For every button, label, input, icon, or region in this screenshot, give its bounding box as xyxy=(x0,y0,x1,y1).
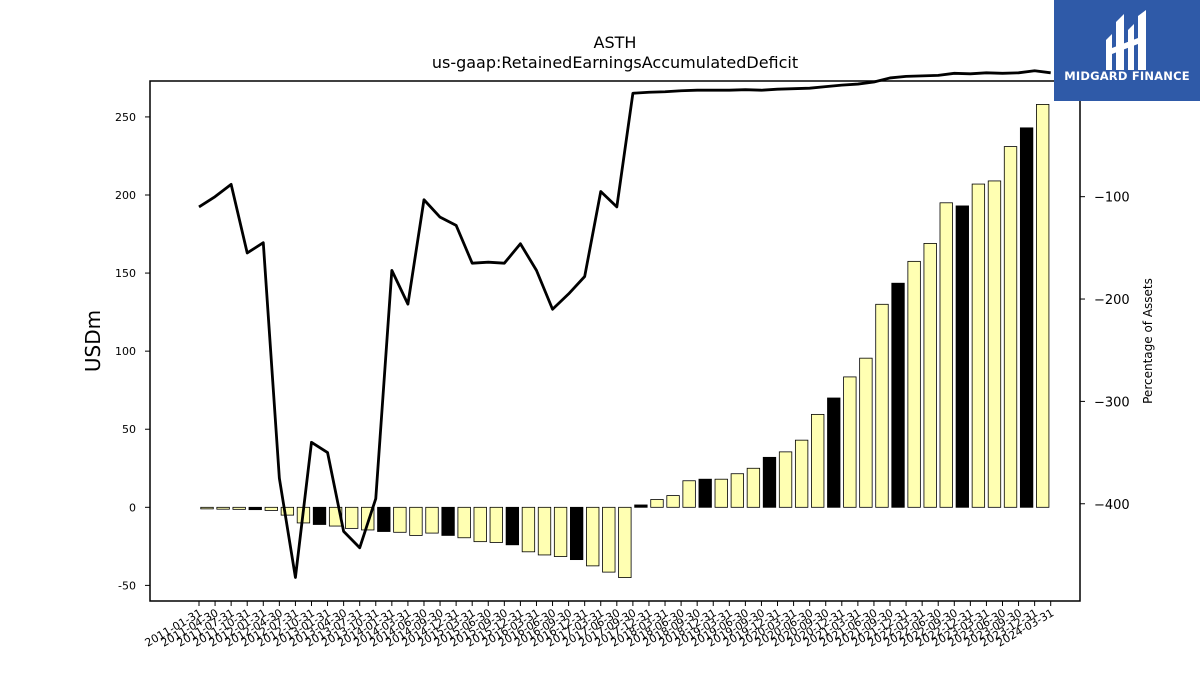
bar xyxy=(312,506,327,525)
bar xyxy=(505,506,520,546)
bar xyxy=(634,504,648,508)
bar xyxy=(794,439,809,508)
bar xyxy=(200,506,214,510)
bar xyxy=(489,506,503,543)
y2-tick-label: −400 xyxy=(1094,498,1130,513)
chart-title: ASTH xyxy=(594,33,637,52)
y-tick-label: 50 xyxy=(122,423,136,436)
bar xyxy=(377,506,391,532)
bar xyxy=(907,260,921,508)
y-axis-ticks: -50 0 50 100 150 200 250 xyxy=(115,111,150,592)
bar xyxy=(1036,104,1050,508)
x-axis-ticks: 2011-01-312011-04-302011-07-312011-10-31… xyxy=(143,601,1056,650)
line-layer xyxy=(198,69,1051,579)
y2-tick-label: −100 xyxy=(1094,191,1130,206)
bar xyxy=(827,397,841,508)
bar xyxy=(955,205,969,508)
bar xyxy=(409,506,423,536)
bar xyxy=(441,506,455,536)
bar xyxy=(248,506,262,511)
logo-text: MIDGARD FINANCE xyxy=(1064,69,1190,83)
bar xyxy=(1019,127,1034,508)
bar xyxy=(618,506,632,578)
series-line xyxy=(198,69,1051,579)
brand-logo: MIDGARD FINANCE xyxy=(1054,0,1200,101)
bar xyxy=(778,451,793,508)
bar xyxy=(843,376,857,508)
plot-frame xyxy=(149,80,1081,602)
y-tick-label: 100 xyxy=(115,345,136,358)
bar xyxy=(923,242,937,508)
y2-tick-label: −200 xyxy=(1094,293,1130,308)
chart-subtitle: us-gaap:RetainedEarningsAccumulatedDefic… xyxy=(432,53,798,72)
bar xyxy=(666,495,680,508)
bar xyxy=(971,183,986,508)
bar xyxy=(859,357,873,508)
bar xyxy=(345,506,359,529)
y2-axis-ticks: −400−300−200−1000 xyxy=(1080,88,1130,513)
bar xyxy=(730,473,744,508)
bar xyxy=(698,478,712,508)
y-tick-label: 250 xyxy=(115,111,136,124)
bar xyxy=(473,506,487,543)
bar xyxy=(939,202,953,508)
bar xyxy=(521,506,536,553)
y-axis-label: USDm xyxy=(81,310,105,372)
y-tick-label: -50 xyxy=(118,579,136,592)
bar xyxy=(216,506,230,510)
bar xyxy=(1003,146,1018,508)
y-tick-label: 0 xyxy=(129,501,136,514)
y2-axis-label: Percentage of Assets xyxy=(1141,278,1155,404)
bar xyxy=(891,282,905,508)
bar xyxy=(280,506,295,516)
bar xyxy=(264,506,278,511)
bar xyxy=(987,180,1002,508)
bar xyxy=(650,499,664,508)
y-tick-label: 150 xyxy=(115,267,136,280)
bar xyxy=(569,506,584,561)
bar xyxy=(682,480,696,508)
bar xyxy=(232,506,246,510)
logo-mark-icon xyxy=(1106,10,1146,70)
y-tick-label: 200 xyxy=(115,189,136,202)
bars-layer xyxy=(200,104,1050,578)
bar xyxy=(457,506,471,539)
bar xyxy=(746,467,761,508)
bar xyxy=(537,506,552,556)
y2-tick-label: −300 xyxy=(1094,395,1130,410)
bar xyxy=(602,506,616,573)
bar xyxy=(811,413,825,508)
bar xyxy=(393,506,407,533)
bar xyxy=(586,506,600,567)
bar xyxy=(875,303,889,508)
bar xyxy=(425,506,439,534)
bar xyxy=(762,456,777,508)
bar xyxy=(553,506,568,557)
bar xyxy=(714,478,728,508)
